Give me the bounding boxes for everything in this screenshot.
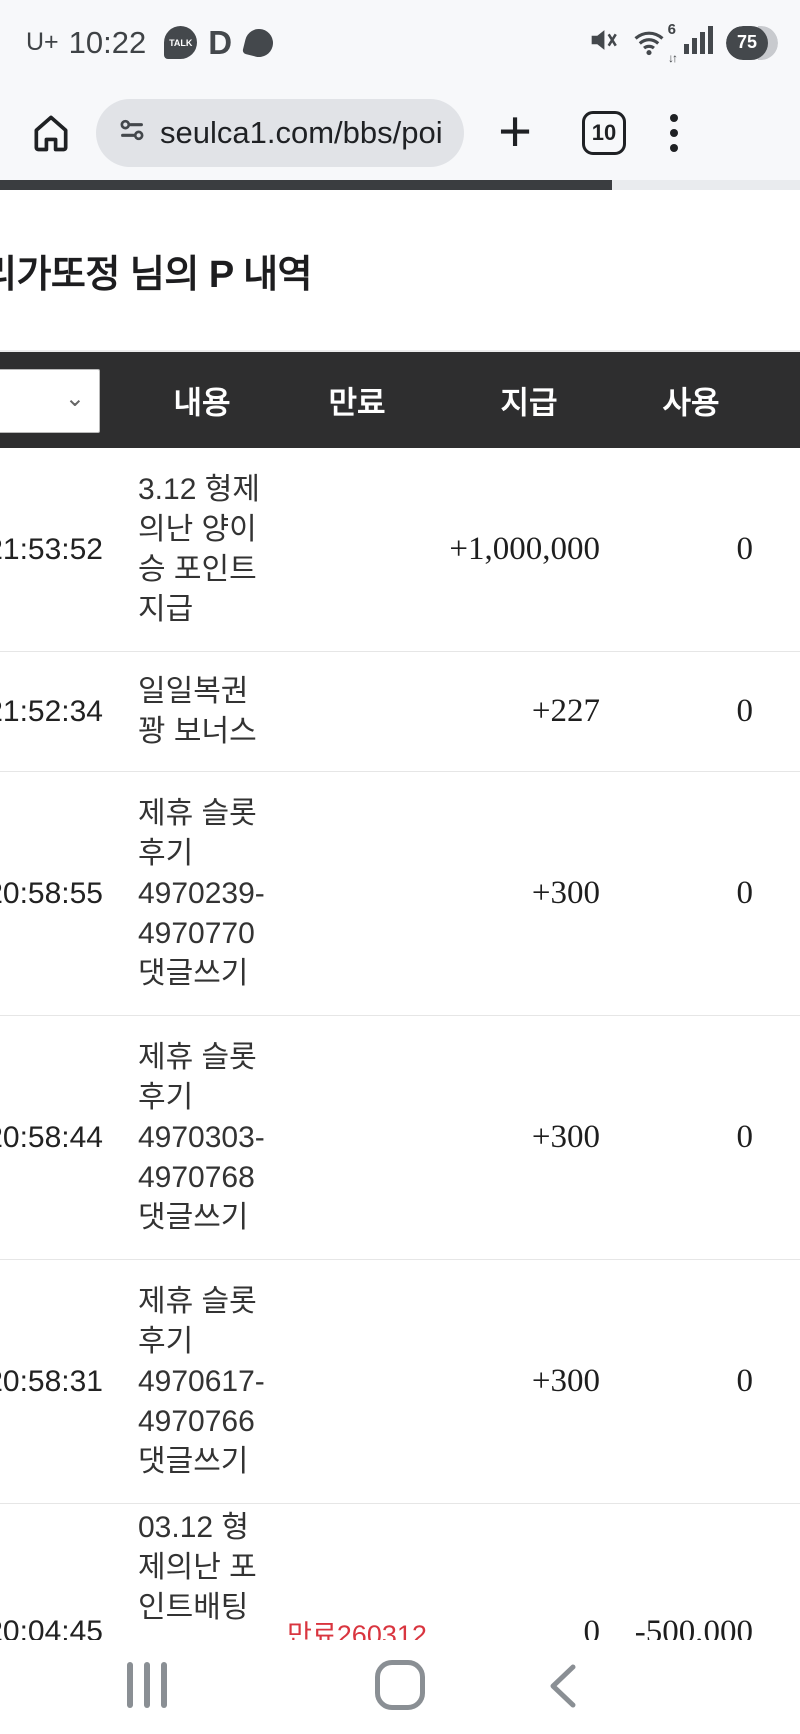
table-row: 21:53:52 3.12 형제 의난 양이 승 포인트 지급 +1,000,0…	[0, 448, 800, 652]
column-header-grant: 지급	[500, 385, 558, 421]
row-grant-amount: +300	[531, 1119, 600, 1155]
column-header-content: 내용	[173, 385, 231, 421]
row-use-amount: 0	[736, 1119, 754, 1155]
kakaotalk-notification-icon: TALK	[164, 26, 198, 59]
url-bar[interactable]: seulca1.com/bbs/poi	[96, 98, 464, 167]
row-time: 20:58:31	[0, 1364, 103, 1398]
table-row: 21:52:34 일일복권 꽝 보너스 +227 0	[0, 652, 800, 772]
row-time: 21:53:52	[0, 532, 103, 566]
table-row: 20:58:55 제휴 슬롯 후기 4970239- 4970770 댓글쓰기 …	[0, 772, 800, 1016]
signal-strength-icon	[684, 24, 714, 61]
d-app-notification-icon: D	[208, 24, 233, 61]
table-header: ⌄ 내용 만료 지급 사용	[0, 350, 800, 448]
site-settings-icon[interactable]	[116, 114, 148, 151]
page-title: 리가또정 님의 P 내역	[0, 254, 313, 296]
clock: 10:22	[68, 24, 147, 60]
mute-icon	[586, 23, 620, 62]
back-button[interactable]	[545, 1662, 579, 1715]
new-tab-button[interactable]: +	[498, 99, 532, 165]
row-time: 21:52:34	[0, 694, 103, 728]
row-use-amount: 0	[736, 693, 754, 729]
battery-icon: 75	[726, 25, 778, 60]
row-use-amount: 0	[736, 1363, 754, 1399]
carrier-label: U+	[26, 28, 59, 56]
url-text[interactable]: seulca1.com/bbs/poi	[160, 114, 443, 150]
wifi-traffic-arrows: ↓↑	[668, 50, 678, 65]
row-grant-amount: +300	[531, 875, 600, 911]
page-load-progress-track	[0, 180, 800, 190]
tab-switcher-button[interactable]: 10	[582, 110, 626, 155]
battery-percent: 75	[726, 25, 768, 60]
row-use-amount: 0	[736, 531, 754, 567]
row-use-amount: 0	[736, 875, 754, 911]
row-content: 3.12 형제 의난 양이 승 포인트 지급	[138, 472, 260, 626]
row-grant-amount: +227	[531, 693, 600, 729]
row-time: 20:58:44	[0, 1120, 103, 1154]
row-content: 제휴 슬롯 후기 4970239- 4970770 댓글쓰기	[138, 796, 265, 990]
page-load-progress-fill	[0, 180, 612, 190]
home-nav-button[interactable]	[375, 1660, 425, 1710]
column-header-use: 사용	[662, 385, 720, 421]
column-header-expire: 만료	[328, 385, 386, 421]
wifi-icon: 6 ↓↑	[632, 21, 678, 65]
table-row: 20:58:31 제휴 슬롯 후기 4970617- 4970766 댓글쓰기 …	[0, 1260, 800, 1504]
row-time: 20:58:55	[0, 876, 103, 910]
row-content: 제휴 슬롯 후기 4970303- 4970768 댓글쓰기	[138, 1040, 265, 1234]
status-bar: U+ 10:22 TALK D	[0, 0, 800, 85]
row-grant-amount: +300	[531, 1363, 600, 1399]
table-row: 20:58:44 제휴 슬롯 후기 4970303- 4970768 댓글쓰기 …	[0, 1016, 800, 1260]
android-nav-bar	[0, 1640, 800, 1734]
comma-notification-icon	[242, 25, 277, 60]
browser-toolbar: seulca1.com/bbs/poi + 10	[0, 85, 800, 180]
filter-select[interactable]: ⌄	[0, 369, 100, 433]
row-content: 03.12 형 제의난 포 인트배팅	[138, 1511, 257, 1624]
home-button[interactable]	[28, 110, 74, 156]
row-content: 제휴 슬롯 후기 4970617- 4970766 댓글쓰기	[138, 1284, 265, 1478]
row-content: 일일복권 꽝 보너스	[138, 674, 257, 748]
recents-button[interactable]	[127, 1662, 167, 1708]
chevron-down-icon: ⌄	[64, 385, 85, 413]
browser-menu-button[interactable]	[670, 113, 678, 152]
row-grant-amount: +1,000,000	[449, 531, 600, 567]
